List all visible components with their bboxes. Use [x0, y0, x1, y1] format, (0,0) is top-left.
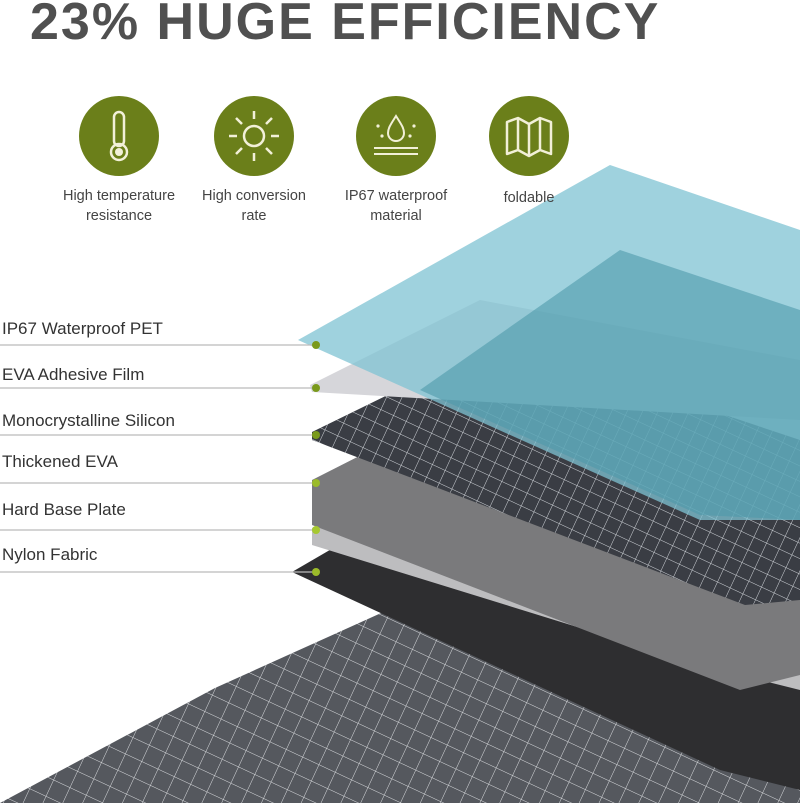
feature-label: High temperature: [62, 188, 176, 204]
feature-label: rate: [241, 208, 267, 224]
layer-label-nylon: Nylon Fabric: [2, 545, 98, 564]
folded-map-icon: [489, 96, 569, 176]
thermometer-icon: [79, 96, 159, 176]
waterproof-drop-icon: [356, 96, 436, 176]
leader-dots: [312, 341, 320, 576]
feature-high-conversion: High conversion rate: [184, 96, 324, 226]
feature-foldable: foldable: [459, 96, 599, 208]
feature-high-temperature: High temperature resistance: [49, 96, 189, 226]
feature-label: IP67 waterproof: [344, 188, 448, 204]
feature-label: High conversion: [202, 188, 306, 204]
page-title: 23% HUGE EFFICIENCY: [30, 0, 661, 51]
pet-inner-panel: [420, 250, 800, 520]
layer-label-thickened-eva: Thickened EVA: [2, 452, 118, 471]
layer-label-eva-film: EVA Adhesive Film: [2, 365, 145, 384]
sun-icon: [214, 96, 294, 176]
layer-label-silicon: Monocrystalline Silicon: [2, 411, 175, 430]
layer-label-pet: IP67 Waterproof PET: [2, 319, 163, 338]
leader-lines: [0, 344, 316, 573]
feature-waterproof: IP67 waterproof material: [326, 96, 466, 226]
feature-label: foldable: [503, 190, 555, 206]
feature-label: material: [370, 208, 422, 224]
layer-label-base-plate: Hard Base Plate: [2, 500, 126, 519]
feature-label: resistance: [85, 208, 153, 224]
